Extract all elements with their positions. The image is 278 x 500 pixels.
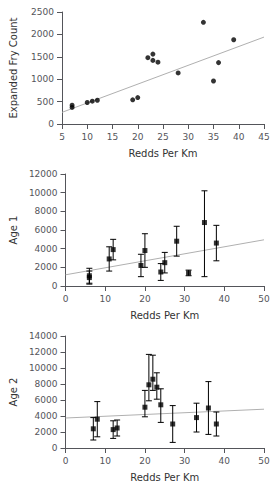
svg-text:5: 5 <box>59 132 65 142</box>
svg-text:40: 40 <box>219 456 231 466</box>
svg-text:Age 2: Age 2 <box>8 378 19 407</box>
svg-text:1000: 1000 <box>31 74 54 84</box>
svg-text:35: 35 <box>208 132 219 142</box>
svg-text:20: 20 <box>132 132 144 142</box>
svg-text:2000: 2000 <box>35 262 58 272</box>
svg-text:10: 10 <box>99 456 111 466</box>
svg-text:Redds Per Km: Redds Per Km <box>128 148 197 159</box>
svg-text:Redds Per Km: Redds Per Km <box>130 472 199 483</box>
svg-text:20: 20 <box>139 456 151 466</box>
svg-text:0: 0 <box>63 294 69 304</box>
svg-text:45: 45 <box>258 132 269 142</box>
svg-text:40: 40 <box>219 294 231 304</box>
svg-text:50: 50 <box>258 456 270 466</box>
svg-text:Redds Per Km: Redds Per Km <box>130 310 199 321</box>
svg-text:10: 10 <box>99 294 111 304</box>
svg-text:1500: 1500 <box>31 52 54 62</box>
svg-text:25: 25 <box>157 132 168 142</box>
svg-text:8000: 8000 <box>35 379 58 389</box>
svg-text:10: 10 <box>82 132 94 142</box>
svg-text:12000: 12000 <box>29 347 58 357</box>
svg-text:0: 0 <box>52 281 58 291</box>
svg-text:10000: 10000 <box>29 363 58 373</box>
svg-text:500: 500 <box>37 97 54 107</box>
svg-text:15: 15 <box>107 132 118 142</box>
svg-text:8000: 8000 <box>35 206 58 216</box>
svg-text:0: 0 <box>48 119 54 129</box>
svg-text:Expanded Fry Count: Expanded Fry Count <box>8 17 19 118</box>
svg-text:0: 0 <box>63 456 69 466</box>
svg-text:2000: 2000 <box>35 427 58 437</box>
svg-text:0: 0 <box>52 443 58 453</box>
svg-text:6000: 6000 <box>35 395 58 405</box>
svg-text:14000: 14000 <box>29 331 58 341</box>
svg-text:20: 20 <box>139 294 151 304</box>
svg-text:2000: 2000 <box>31 29 54 39</box>
svg-text:50: 50 <box>258 294 270 304</box>
svg-text:4000: 4000 <box>35 244 58 254</box>
svg-text:Age 1: Age 1 <box>8 216 19 245</box>
svg-text:30: 30 <box>179 456 191 466</box>
svg-text:40: 40 <box>233 132 245 142</box>
svg-text:4000: 4000 <box>35 411 58 421</box>
svg-text:30: 30 <box>179 294 191 304</box>
svg-text:30: 30 <box>183 132 195 142</box>
svg-text:12000: 12000 <box>29 169 58 179</box>
svg-text:2500: 2500 <box>31 7 54 17</box>
svg-text:6000: 6000 <box>35 225 58 235</box>
svg-text:10000: 10000 <box>29 188 58 198</box>
